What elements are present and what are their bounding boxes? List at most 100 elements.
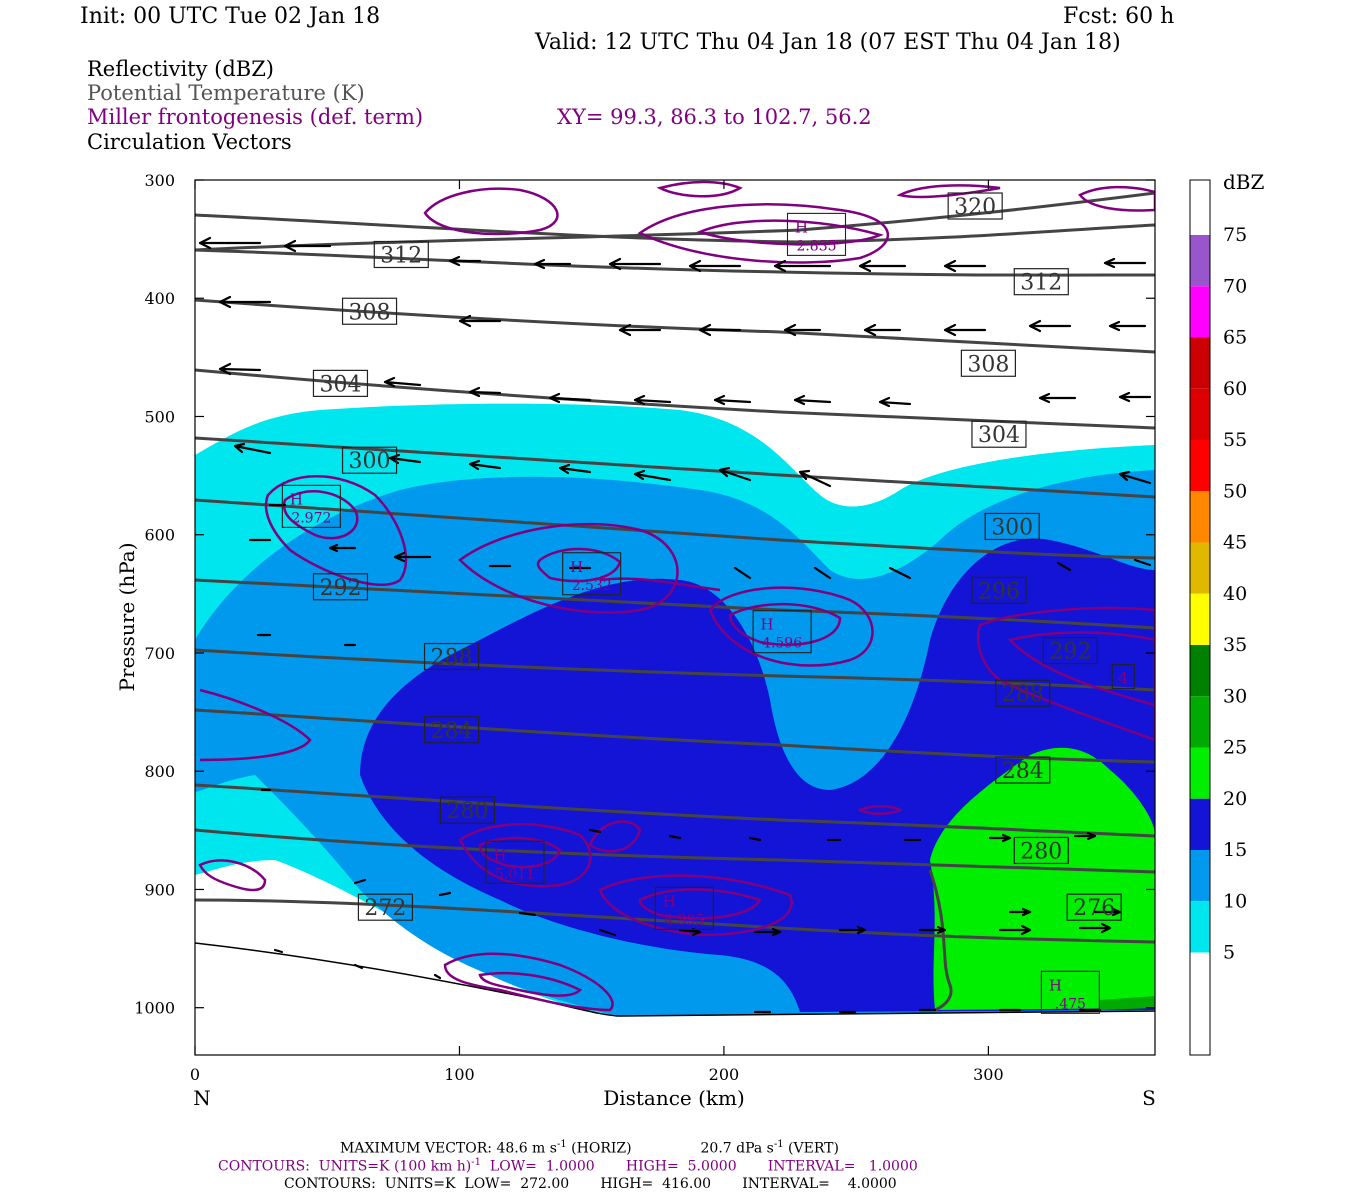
colorbar-swatch <box>1190 235 1210 287</box>
x-tick-label: 200 <box>709 1065 740 1084</box>
theta-label: 300 <box>991 515 1033 540</box>
theta-label-box <box>341 446 398 474</box>
theta-label-box <box>1066 893 1122 921</box>
colorbar-swatch <box>1190 286 1210 338</box>
y-tick-label: 800 <box>144 762 175 781</box>
theta-label: 276 <box>1073 896 1115 921</box>
colorbar-level: 35 <box>1223 634 1247 656</box>
fronto-max-box <box>786 212 847 256</box>
colorbar-swatch <box>1190 696 1210 748</box>
max-vector-vert: 20.7 dPa s <box>700 1140 774 1157</box>
colorbar-swatch <box>1190 901 1210 953</box>
theta-label-box <box>373 240 429 269</box>
fronto-max-value: 2.835 <box>796 238 836 254</box>
fronto-max-value: 5.011 <box>495 866 535 882</box>
colorbar-level: 15 <box>1223 839 1247 861</box>
theta-label: 272 <box>364 896 406 921</box>
colorbar-level: 40 <box>1223 583 1247 605</box>
max-vector-horiz-exp: -1 <box>556 1139 567 1150</box>
theta-label: 308 <box>349 300 391 325</box>
theta-label-box <box>341 297 398 325</box>
colorbar-swatch <box>1190 542 1210 594</box>
y-tick-label: 300 <box>144 171 175 190</box>
colorbar-frame <box>1189 179 1211 1056</box>
footer-max-vector: MAXIMUM VECTOR: 48.6 m s-1 (HORIZ) 20.7 … <box>340 1139 839 1157</box>
theta-label: 280 <box>1020 839 1062 864</box>
legend-reflectivity: Reflectivity (dBZ) <box>87 57 275 81</box>
frontogenesis-contours <box>198 180 1155 1012</box>
x-axis: 0 100 200 300 <box>190 180 1004 1084</box>
fronto-max-value: 4.596 <box>762 636 802 652</box>
x-tick-label: 300 <box>973 1065 1004 1084</box>
reflectivity-20dbz-region <box>930 747 1155 1010</box>
y-tick-label: 500 <box>144 407 175 426</box>
theta-contours <box>195 191 1155 1012</box>
colorbar-swatch <box>1190 645 1210 697</box>
theta-label-box <box>1013 268 1069 296</box>
colorbar-swatch-top <box>1190 180 1210 235</box>
theta-label: 292 <box>319 576 361 601</box>
theta-label-box <box>1042 637 1098 665</box>
y-tick-label: 700 <box>144 644 175 663</box>
colorbar-swatch <box>1190 952 1210 1004</box>
theta-label: 284 <box>1002 759 1044 784</box>
legend-frontogenesis: Miller frontogenesis (def. term) <box>87 105 424 129</box>
fronto-max-symbol: H <box>290 490 303 508</box>
fronto-max-box <box>1040 970 1100 1014</box>
contours1-text-a: CONTOURS: UNITS=K (100 km h) <box>218 1158 472 1175</box>
theta-label-box <box>947 192 1003 220</box>
forecast-hour: Fcst: 60 h <box>1063 4 1175 29</box>
theta-label-box <box>995 679 1051 707</box>
theta-label: 284 <box>431 719 473 744</box>
colorbar-level: 60 <box>1223 378 1247 400</box>
fronto-max-symbol: H <box>761 616 774 634</box>
fronto-max-value: 4.395 <box>664 912 704 928</box>
valid-time: Valid: 12 UTC Thu 04 Jan 18 (07 EST Thu … <box>535 30 1121 55</box>
legend-xy: XY= 99.3, 86.3 to 102.7, 56.2 <box>557 105 872 129</box>
theta-label: 312 <box>1020 271 1062 296</box>
fronto-max-value: .475 <box>1055 996 1086 1012</box>
theta-label-box <box>357 893 414 921</box>
max-vector-horiz-unit: (HORIZ) <box>566 1140 632 1157</box>
circulation-vectors <box>198 236 1152 1014</box>
theta-label-box <box>439 796 495 824</box>
colorbar-swatch <box>1190 850 1210 902</box>
theta-label: 320 <box>954 195 996 220</box>
theta-label-box <box>423 642 480 671</box>
theta-label-box <box>960 349 1016 377</box>
colorbar-level: 45 <box>1223 532 1247 554</box>
colorbar-level: 25 <box>1223 737 1247 759</box>
colorbar-level: 75 <box>1223 224 1247 246</box>
theta-label: 292 <box>1049 640 1091 665</box>
fronto-max-box <box>281 484 341 528</box>
footer-contours-theta: CONTOURS: UNITS=K LOW= 272.00 HIGH= 416.… <box>284 1176 897 1192</box>
fronto-max-box <box>752 610 812 654</box>
y-tick-label: 1000 <box>134 999 175 1018</box>
colorbar-swatch <box>1190 337 1210 389</box>
colorbar-level: 20 <box>1223 788 1247 810</box>
fronto-max-symbol: H <box>795 218 808 236</box>
theta-label-box <box>312 369 369 397</box>
x-axis-right-end: S <box>1142 1086 1156 1110</box>
fronto-max-symbol: H <box>493 846 506 864</box>
terrain-line <box>195 942 1155 1017</box>
fronto-max-box <box>1111 664 1135 690</box>
colorbar-swatch-bottom <box>1190 1003 1210 1055</box>
x-axis-left-end: N <box>193 1086 211 1110</box>
x-tick-label: 100 <box>444 1065 475 1084</box>
fronto-max-symbol: H <box>663 892 676 910</box>
max-vector-label: MAXIMUM VECTOR: <box>340 1140 492 1157</box>
colorbar-swatch <box>1190 440 1210 492</box>
legend-vectors: Circulation Vectors <box>87 130 292 154</box>
theta-label: 300 <box>349 449 391 474</box>
y-tick-label: 400 <box>144 289 175 308</box>
theta-label-box <box>423 716 480 744</box>
colorbar-level: 70 <box>1223 275 1247 297</box>
theta-label-box <box>971 420 1027 448</box>
theta-label-box <box>984 512 1040 541</box>
colorbar-level: 65 <box>1223 327 1247 349</box>
theta-label: 308 <box>967 352 1009 377</box>
cross-section-chart: 3203123123083083043043003002962922922882… <box>115 170 1265 1110</box>
max-vector-vert-exp: -1 <box>773 1139 784 1150</box>
theta-label: 288 <box>431 646 473 671</box>
